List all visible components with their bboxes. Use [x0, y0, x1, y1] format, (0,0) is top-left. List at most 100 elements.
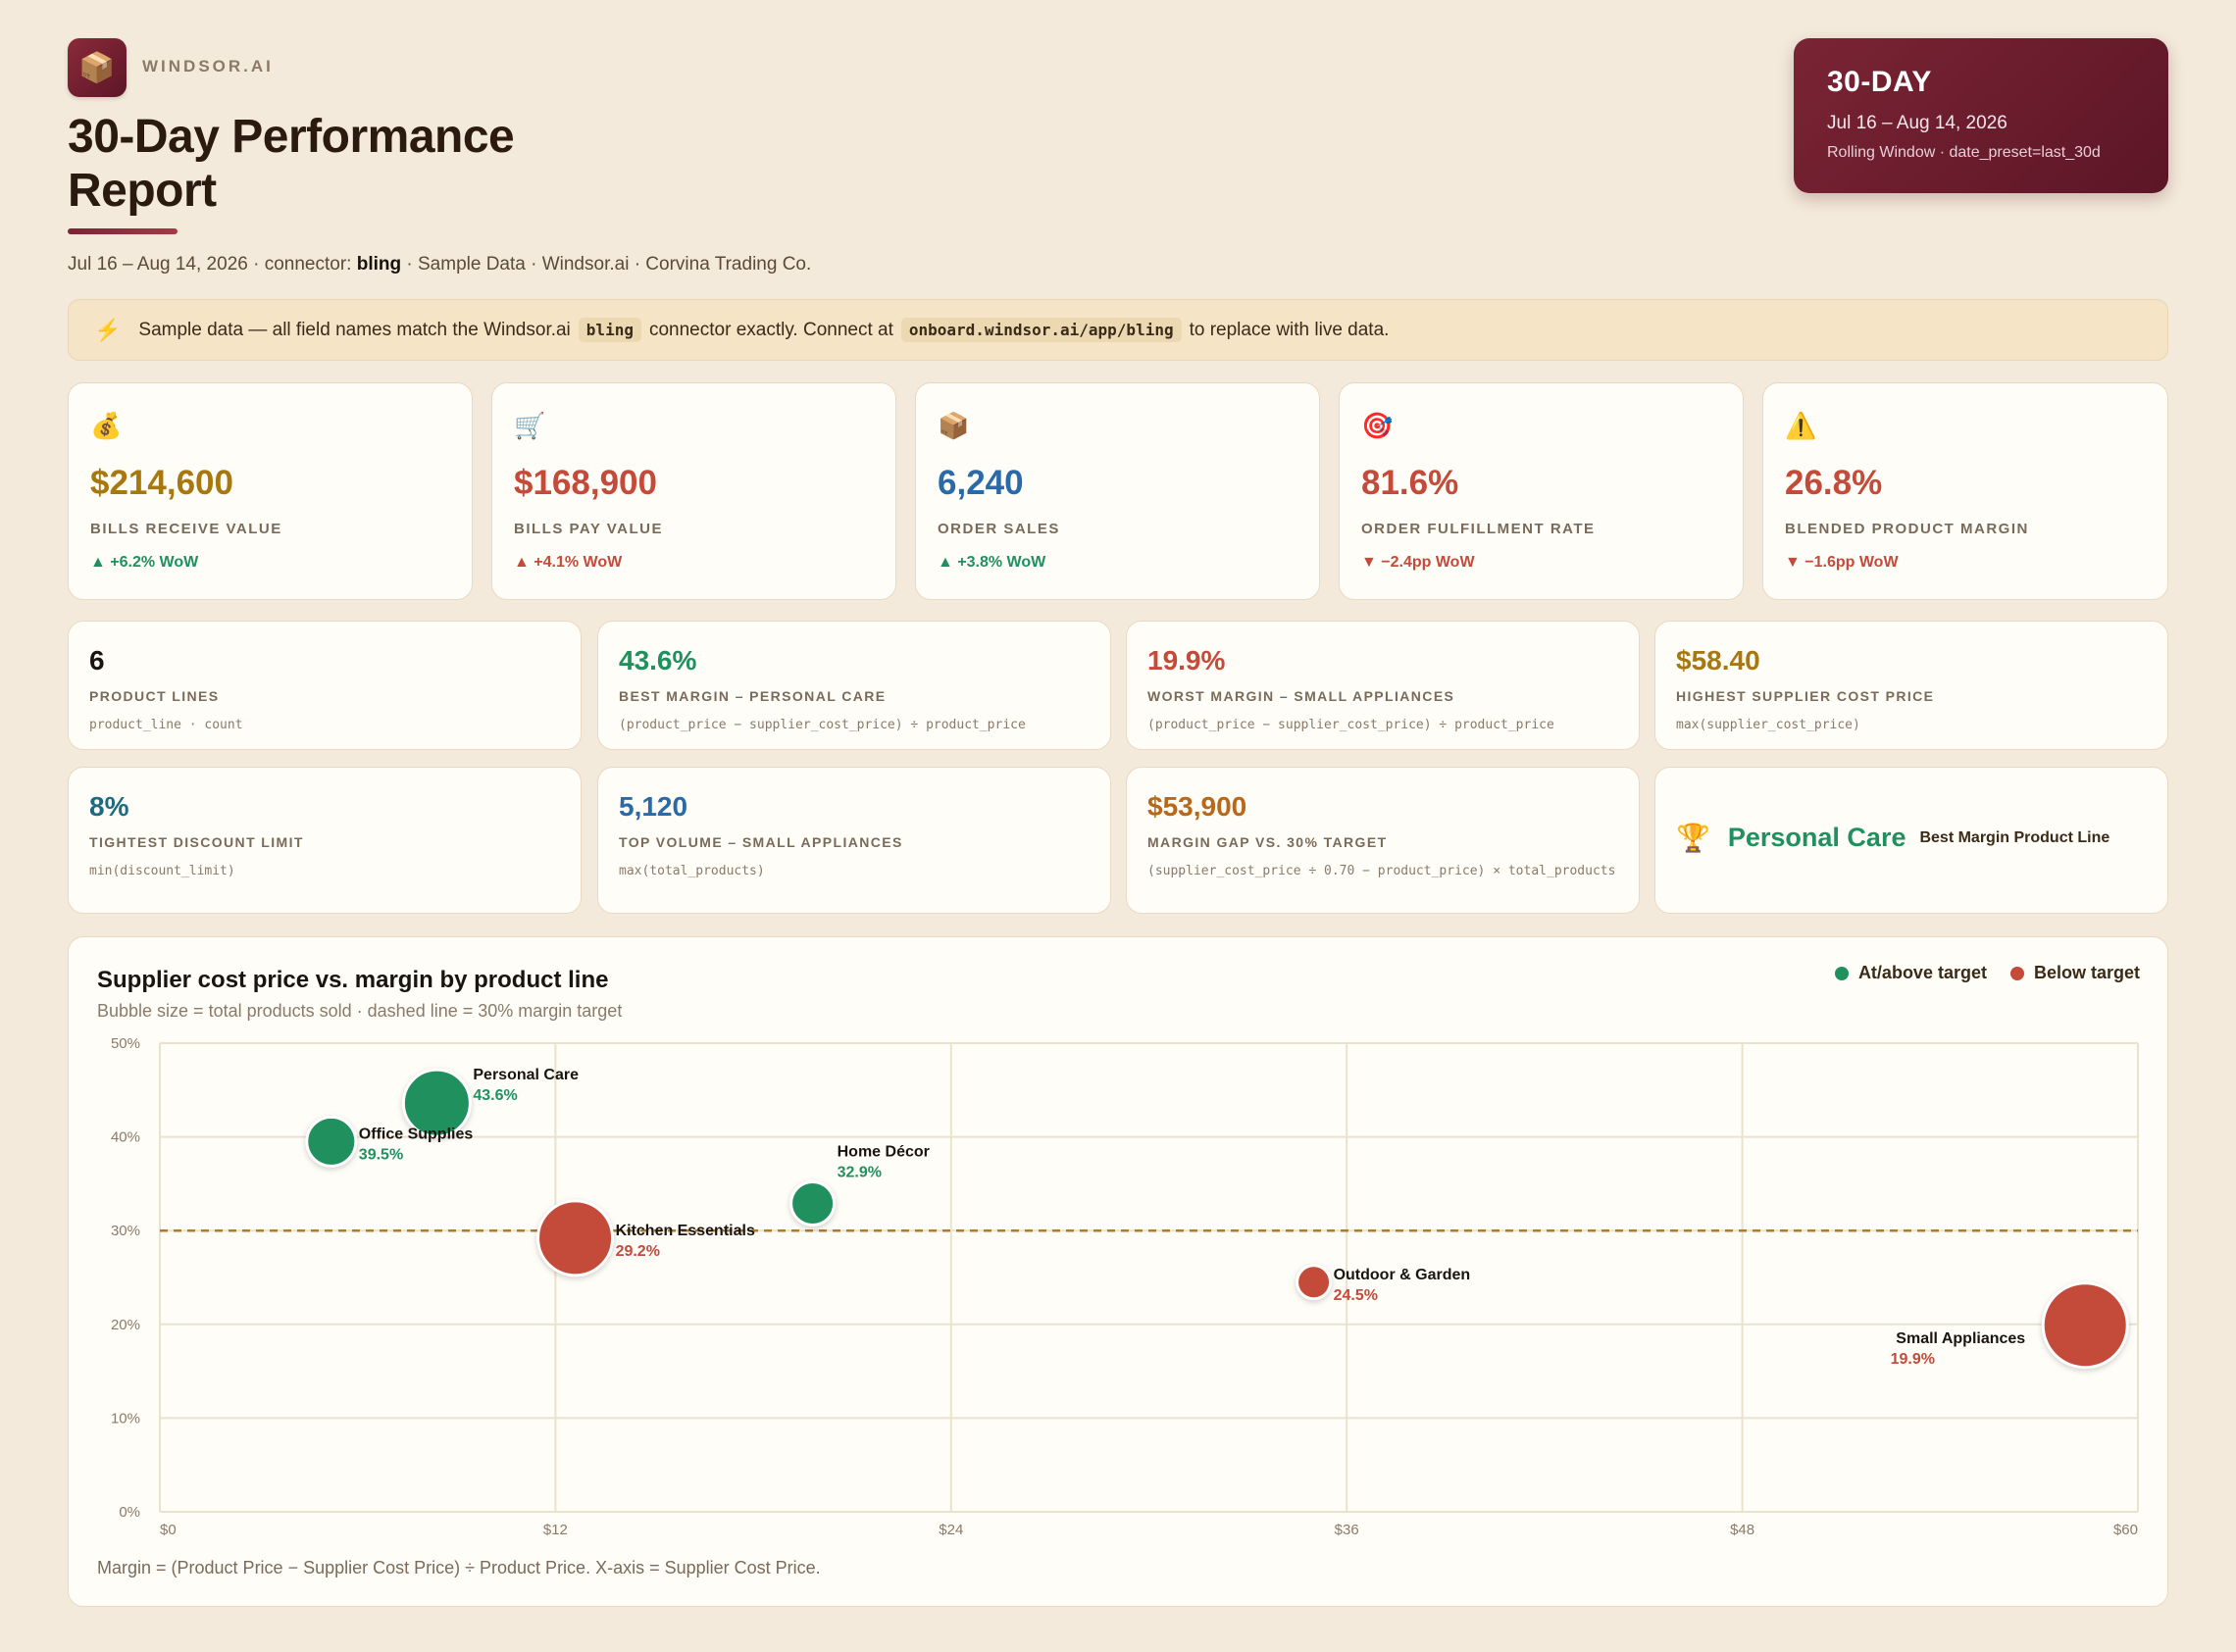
subtitle-prefix: Jul 16 – Aug 14, 2026 · connector:	[68, 254, 352, 275]
y-tick-label: 20%	[111, 1317, 140, 1333]
chart-footnote: Margin = (Product Price − Supplier Cost …	[97, 1558, 821, 1577]
x-tick-label: $36	[1335, 1522, 1359, 1538]
metric-formula: max(supplier_cost_price)	[1676, 718, 1860, 732]
notice-code-connector: bling	[578, 318, 641, 342]
kpi-card-order-sales: 📦 6,240 ORDER SALES ▲ +3.8% WoW	[915, 382, 1320, 600]
metric-label: TIGHTEST DISCOUNT LIMIT	[89, 834, 304, 850]
date-range-badge: 30-DAY Jul 16 – Aug 14, 2026 Rolling Win…	[1794, 38, 2168, 193]
y-tick-label: 40%	[111, 1129, 140, 1146]
chart-legend: At/above target Below target	[1811, 963, 2140, 983]
data-point-value: 24.5%	[1334, 1287, 1378, 1304]
page-subtitle: Jul 16 – Aug 14, 2026 · connector: bling…	[68, 254, 811, 275]
data-point-name: Kitchen Essentials	[616, 1223, 755, 1239]
best-product-line-name: Personal Care	[1727, 823, 1906, 852]
kpi-card-bills-pay: 🛒 $168,900 BILLS PAY VALUE ▲ +4.1% WoW	[491, 382, 896, 600]
metric-card-top-volume: 5,120 TOP VOLUME – SMALL APPLIANCES max(…	[597, 767, 1111, 914]
data-point	[2041, 1281, 2129, 1370]
metric-formula: max(total_products)	[619, 864, 765, 878]
kpi-label: BLENDED PRODUCT MARGIN	[1785, 521, 2029, 537]
cart-icon: 🛒	[514, 411, 546, 440]
kpi-card-fulfillment-rate: 🎯 81.6% ORDER FULFILLMENT RATE ▼ −2.4pp …	[1339, 382, 1744, 600]
metric-value: 6	[89, 645, 105, 676]
metric-value: 5,120	[619, 791, 688, 822]
data-point-name: Outdoor & Garden	[1334, 1267, 1471, 1283]
y-tick-label: 50%	[111, 1035, 140, 1052]
kpi-value: 81.6%	[1361, 464, 1459, 502]
kpi-value: 26.8%	[1785, 464, 1883, 502]
kpi-value: $214,600	[90, 464, 233, 502]
notice-text-3: to replace with live data.	[1189, 319, 1390, 340]
metric-formula: (supplier_cost_price ÷ 0.70 − product_pr…	[1147, 864, 1616, 878]
y-tick-label: 10%	[111, 1410, 140, 1427]
notice-text-2: connector exactly. Connect at	[648, 319, 893, 340]
legend-item-below: Below target	[2009, 963, 2140, 983]
data-point-name: Personal Care	[473, 1067, 579, 1083]
trophy-icon: 🏆	[1676, 823, 1710, 853]
kpi-delta: ▲ +6.2% WoW	[90, 554, 199, 571]
notice-text-1: Sample data — all field names match the …	[138, 319, 571, 340]
data-point-value: 19.9%	[1891, 1351, 1935, 1368]
legend-label-below: Below target	[2033, 963, 2140, 982]
kpi-value: $168,900	[514, 464, 657, 502]
page-title: 30-Day Performance Report	[68, 111, 515, 217]
metric-label: MARGIN GAP VS. 30% TARGET	[1147, 834, 1388, 850]
subtitle-suffix: · Sample Data · Windsor.ai · Corvina Tra…	[406, 254, 812, 275]
data-point	[305, 1115, 358, 1168]
legend-label-above: At/above target	[1857, 963, 1987, 982]
data-point	[536, 1199, 615, 1277]
legend-dot-below	[2009, 966, 2024, 980]
kpi-card-bills-receive: 💰 $214,600 BILLS RECEIVE VALUE ▲ +6.2% W…	[68, 382, 473, 600]
title-underline	[68, 228, 178, 234]
kpi-delta: ▲ +3.8% WoW	[938, 554, 1046, 571]
warning-icon: ⚠️	[1785, 411, 1817, 440]
badge-range: Jul 16 – Aug 14, 2026	[1827, 113, 2007, 133]
best-product-line-label: Best Margin Product Line	[1919, 828, 2110, 846]
metric-label: TOP VOLUME – SMALL APPLIANCES	[619, 834, 903, 850]
data-point-value: 29.2%	[616, 1243, 660, 1260]
kpi-card-product-margin: ⚠️ 26.8% BLENDED PRODUCT MARGIN ▼ −1.6pp…	[1762, 382, 2168, 600]
best-product-line-card: 🏆 Personal Care Best Margin Product Line	[1654, 767, 2168, 914]
metric-formula: (product_price − supplier_cost_price) ÷ …	[619, 718, 1026, 732]
data-point-name: Office Supplies	[359, 1126, 474, 1142]
x-tick-label: $12	[543, 1522, 568, 1538]
kpi-value: 6,240	[938, 464, 1024, 502]
metric-label: HIGHEST SUPPLIER COST PRICE	[1676, 688, 1935, 704]
kpi-label: ORDER FULFILLMENT RATE	[1361, 521, 1596, 537]
data-point-name: Small Appliances	[1896, 1330, 2025, 1347]
metric-formula: product_line · count	[89, 718, 243, 732]
data-point-name: Home Décor	[838, 1143, 930, 1160]
metric-card-margin-gap: $53,900 MARGIN GAP VS. 30% TARGET (suppl…	[1126, 767, 1640, 914]
chart-subtitle: Bubble size = total products sold · dash…	[97, 1001, 623, 1021]
x-tick-label: $24	[939, 1522, 963, 1538]
y-tick-label: 30%	[111, 1223, 140, 1239]
legend-dot-above	[1834, 966, 1849, 980]
metric-label: PRODUCT LINES	[89, 688, 220, 704]
package-icon: 📦	[68, 38, 127, 97]
data-point	[1296, 1264, 1333, 1301]
subtitle-connector: bling	[356, 254, 402, 275]
badge-detail: Rolling Window · date_preset=last_30d	[1827, 144, 2101, 161]
x-tick-label: $60	[2113, 1522, 2138, 1538]
x-tick-label: $0	[160, 1522, 177, 1538]
metric-label: BEST MARGIN – PERSONAL CARE	[619, 688, 887, 704]
metric-formula: (product_price − supplier_cost_price) ÷ …	[1147, 718, 1554, 732]
target-icon: 🎯	[1361, 411, 1394, 440]
metric-value: 19.9%	[1147, 645, 1226, 676]
package-icon: 📦	[938, 411, 970, 440]
notice-code-url[interactable]: onboard.windsor.ai/app/bling	[900, 318, 1182, 342]
kpi-label: BILLS PAY VALUE	[514, 521, 663, 537]
metric-card-discount-limit: 8% TIGHTEST DISCOUNT LIMIT min(discount_…	[68, 767, 582, 914]
kpi-delta: ▼ −2.4pp WoW	[1361, 554, 1475, 571]
metric-value: 8%	[89, 791, 129, 822]
money-bag-icon: 💰	[90, 411, 123, 440]
metric-value: $53,900	[1147, 791, 1247, 822]
metric-label: WORST MARGIN – SMALL APPLIANCES	[1147, 688, 1455, 704]
scatter-chart-card: Supplier cost price vs. margin by produc…	[68, 936, 2168, 1607]
metric-value: $58.40	[1676, 645, 1760, 676]
metric-card-worst-margin: 19.9% WORST MARGIN – SMALL APPLIANCES (p…	[1126, 621, 1640, 750]
kpi-label: BILLS RECEIVE VALUE	[90, 521, 282, 537]
metric-card-product-lines: 6 PRODUCT LINES product_line · count	[68, 621, 582, 750]
data-point-value: 43.6%	[473, 1087, 517, 1104]
lightning-icon: ⚡	[94, 317, 122, 342]
data-point-value: 39.5%	[359, 1146, 403, 1163]
